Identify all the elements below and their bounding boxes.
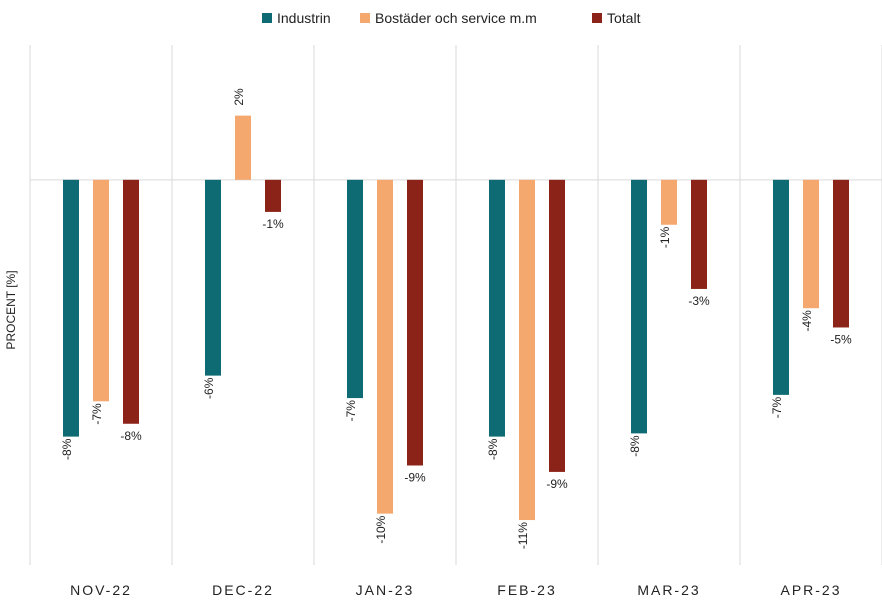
bar [773, 179, 789, 395]
legend-swatch [592, 13, 602, 23]
bar [631, 179, 647, 434]
value-label: -9% [404, 470, 426, 484]
value-label: -4% [800, 310, 814, 332]
bar [549, 179, 565, 472]
value-label: -7% [344, 400, 358, 422]
legend-label: Totalt [607, 10, 641, 26]
y-axis-title: PROCENT [%] [4, 270, 18, 349]
x-tick-label: MAR-23 [637, 582, 700, 598]
bar [205, 179, 221, 376]
bar [265, 179, 281, 212]
bar [661, 179, 677, 225]
bar [519, 179, 535, 521]
value-label: -7% [770, 397, 784, 419]
x-tick-label: DEC-22 [212, 582, 274, 598]
value-label: -5% [830, 332, 852, 346]
bar [489, 179, 505, 437]
bar [377, 179, 393, 514]
legend-label: Bostäder och service m.m [375, 10, 537, 26]
value-label: -6% [202, 377, 216, 399]
bar [691, 179, 707, 289]
value-label: -3% [688, 294, 710, 308]
bar [833, 179, 849, 328]
value-label: -8% [60, 438, 74, 460]
x-tick-label: FEB-23 [497, 582, 556, 598]
x-tick-label: JAN-23 [356, 582, 415, 598]
x-tick-label: NOV-22 [70, 582, 132, 598]
value-label: -8% [628, 435, 642, 457]
bar [235, 115, 251, 180]
bar [347, 179, 363, 399]
bar [123, 179, 139, 424]
value-label: -1% [262, 217, 284, 231]
value-label: -1% [658, 226, 672, 248]
bar [407, 179, 423, 466]
value-label: -11% [516, 522, 530, 549]
bar [93, 179, 109, 402]
value-label: -9% [546, 477, 568, 491]
value-label: -10% [374, 515, 388, 543]
x-tick-label: APR-23 [780, 582, 841, 598]
legend-swatch [262, 13, 272, 23]
bar [63, 179, 79, 437]
value-label: -8% [120, 429, 142, 443]
value-label: -7% [90, 403, 104, 425]
bar [803, 179, 819, 309]
legend-swatch [360, 13, 370, 23]
value-label: 2% [232, 88, 246, 106]
legend-label: Industrin [277, 10, 331, 26]
value-label: -8% [486, 438, 500, 460]
